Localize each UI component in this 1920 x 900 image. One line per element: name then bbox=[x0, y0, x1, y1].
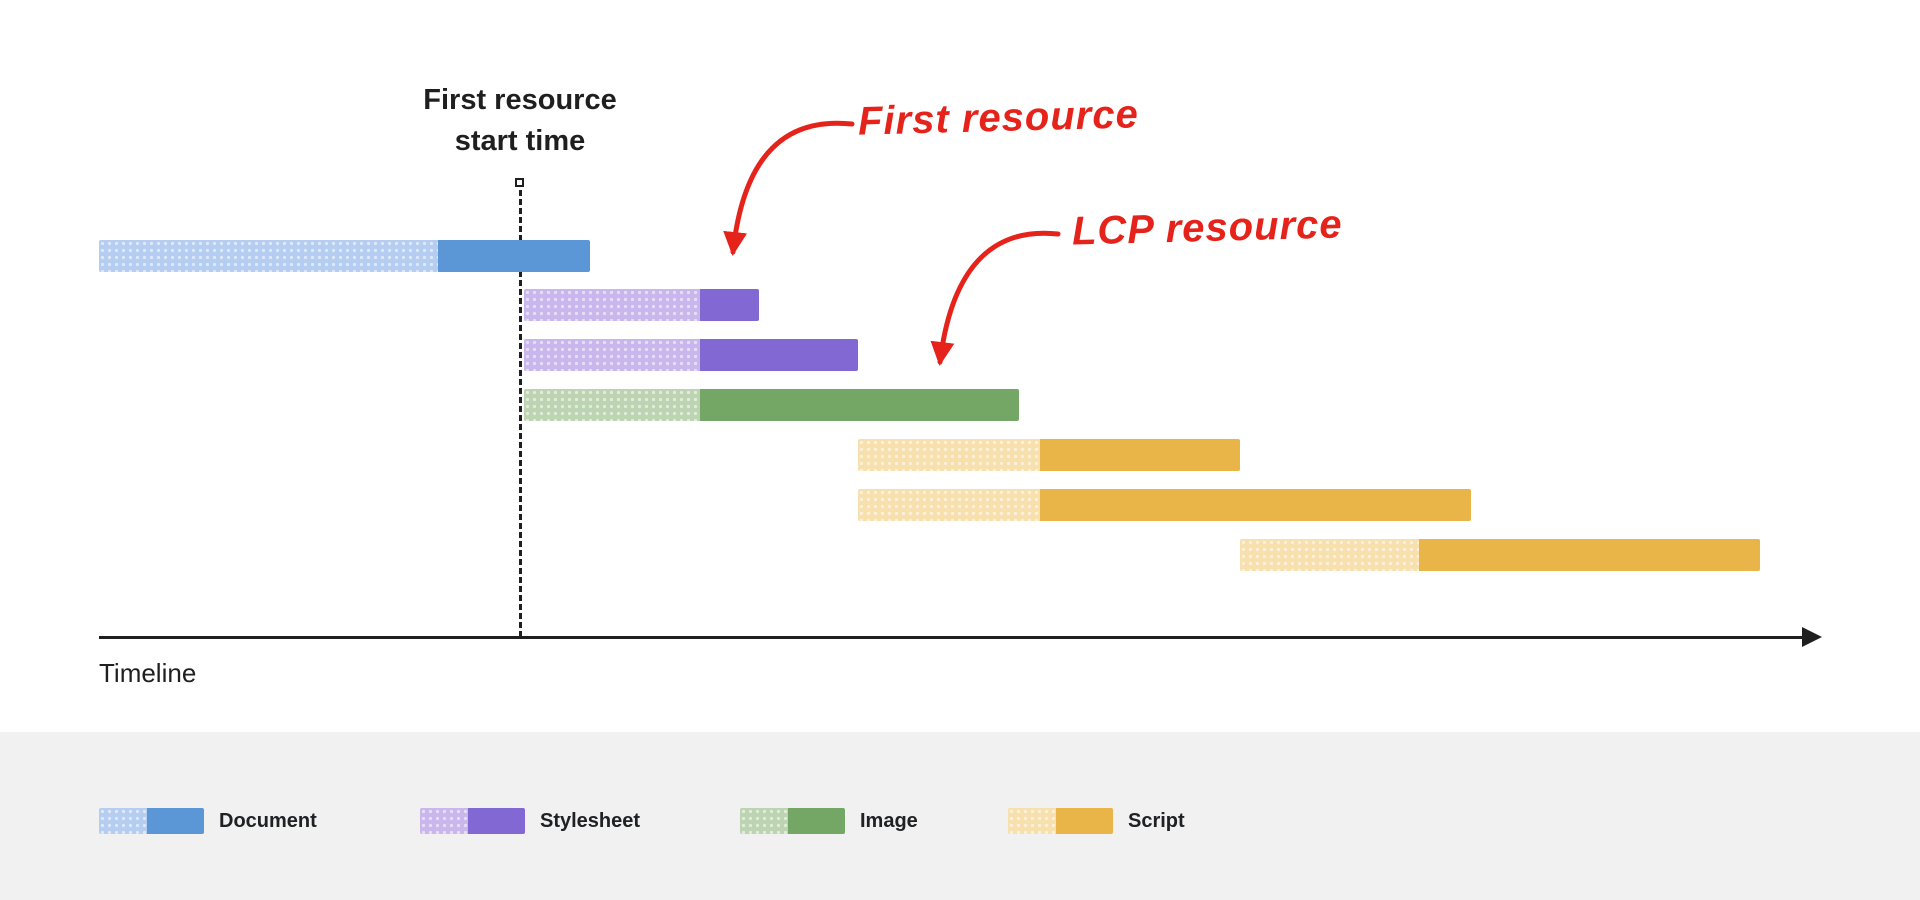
timeline-axis-line bbox=[99, 636, 1804, 639]
title-line-2: start time bbox=[454, 124, 586, 157]
bar-segment-load bbox=[1040, 489, 1471, 521]
timeline-axis-label: Timeline bbox=[99, 658, 197, 688]
start-line-handle-square bbox=[515, 178, 524, 187]
bar-segment-load bbox=[700, 389, 1019, 421]
bar-segment-delay bbox=[524, 389, 700, 421]
title-line-1: First resource bbox=[423, 84, 617, 116]
resource-bar-document bbox=[99, 240, 590, 272]
first-resource-start-time-title: First resource start time bbox=[260, 80, 780, 161]
bar-segment-delay bbox=[858, 489, 1040, 521]
legend-label-script: Script bbox=[1128, 809, 1185, 832]
bar-segment-load bbox=[700, 289, 759, 321]
bar-segment-load bbox=[700, 339, 858, 371]
legend-swatch-script-dark bbox=[1056, 808, 1113, 834]
first-resource-start-dashed-line bbox=[519, 190, 522, 637]
legend-item-image: Image bbox=[740, 808, 918, 834]
legend-swatch-stylesheet-light bbox=[420, 808, 468, 834]
legend-label-stylesheet: Stylesheet bbox=[540, 809, 641, 832]
bar-segment-load bbox=[1040, 439, 1240, 471]
bar-segment-delay bbox=[1240, 539, 1419, 571]
bar-segment-load bbox=[438, 240, 590, 272]
resource-bar-stylesheet bbox=[524, 339, 858, 371]
annotation-first-resource: First resource bbox=[857, 92, 1140, 144]
resource-bar-image bbox=[524, 389, 1019, 421]
legend-swatch-stylesheet-dark bbox=[468, 808, 525, 834]
bar-segment-load bbox=[1419, 539, 1760, 571]
bar-segment-delay bbox=[858, 439, 1040, 471]
bar-segment-delay bbox=[524, 339, 700, 371]
legend-item-stylesheet: Stylesheet bbox=[420, 808, 640, 834]
legend-label-image: Image bbox=[860, 809, 918, 832]
legend-swatch-image-dark bbox=[788, 808, 845, 834]
annotation-lcp-resource: LCP resource bbox=[1071, 202, 1344, 254]
legend-swatch-script-light bbox=[1008, 808, 1056, 834]
legend-item-script: Script bbox=[1008, 808, 1185, 834]
bar-segment-delay bbox=[524, 289, 700, 321]
resource-bar-script bbox=[858, 439, 1240, 471]
bar-segment-delay bbox=[99, 240, 438, 272]
legend-label-document: Document bbox=[219, 809, 317, 832]
timeline-axis-arrowhead-icon bbox=[1802, 627, 1822, 647]
legend-band: Document Stylesheet Image Script bbox=[0, 732, 1920, 900]
legend-item-document: Document bbox=[99, 808, 317, 834]
legend-swatch-document-dark bbox=[147, 808, 204, 834]
legend-swatch-document-light bbox=[99, 808, 147, 834]
resource-bar-stylesheet bbox=[524, 289, 759, 321]
legend-swatch-image-light bbox=[740, 808, 788, 834]
resource-bar-script bbox=[1240, 539, 1760, 571]
resource-bar-script bbox=[858, 489, 1471, 521]
